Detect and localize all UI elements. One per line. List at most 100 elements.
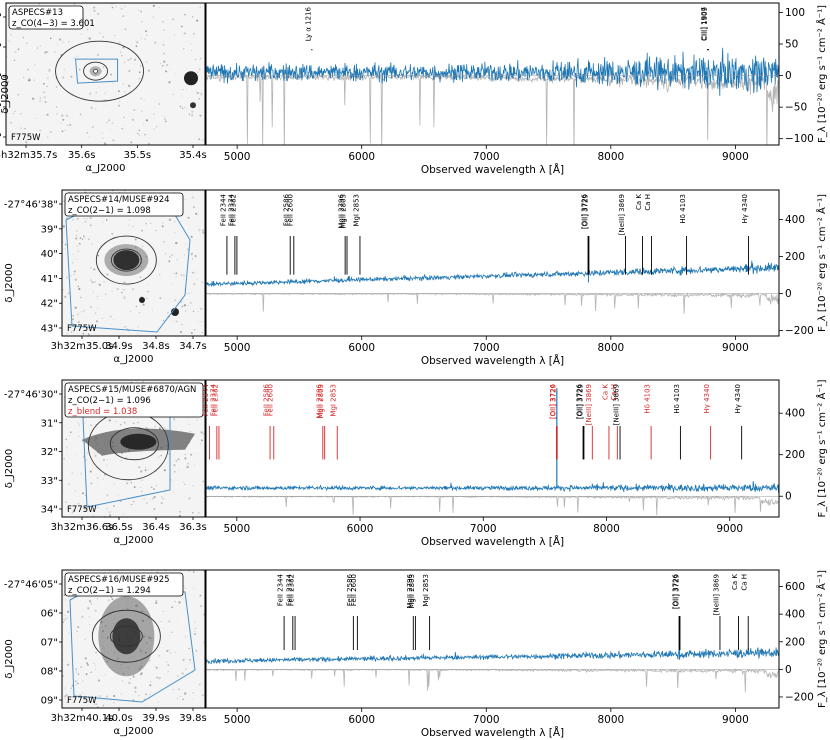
- noise-speck: [65, 694, 68, 697]
- noise-speck: [135, 305, 138, 308]
- noise-speck: [102, 458, 105, 461]
- noise-speck: [141, 490, 143, 493]
- noise-speck: [28, 77, 30, 80]
- noise-speck: [99, 31, 101, 34]
- y-tick-label: −200: [785, 691, 814, 703]
- noise-speck: [152, 4, 155, 8]
- noise-speck: [173, 221, 176, 223]
- noise-speck: [144, 38, 146, 40]
- noise-speck: [178, 601, 181, 604]
- noise-speck: [172, 320, 174, 322]
- noise-speck: [190, 114, 194, 117]
- noise-speck: [130, 310, 132, 312]
- noise-speck: [199, 57, 202, 60]
- noise-speck: [75, 668, 78, 671]
- noise-speck: [144, 651, 147, 654]
- noise-speck: [120, 664, 122, 666]
- noise-speck: [117, 657, 120, 659]
- line-marker-label: Ly α 1216: [304, 6, 312, 41]
- x-tick-label: 9000: [722, 714, 749, 726]
- noise-speck: [142, 303, 145, 306]
- noise-speck: [113, 318, 114, 320]
- noise-speck: [138, 71, 141, 74]
- line-marker-label: Ca K: [731, 574, 739, 590]
- dec-tick-label: 43": [41, 324, 58, 335]
- noise-speck: [200, 431, 203, 434]
- noise-speck: [173, 470, 176, 473]
- noise-speck: [139, 486, 141, 489]
- noise-speck: [86, 218, 88, 220]
- noise-speck: [187, 41, 189, 43]
- redshift-label: z_CO(2−1) = 1.294: [68, 586, 151, 596]
- noise-speck: [65, 617, 69, 620]
- noise-speck: [132, 500, 135, 503]
- noise-speck: [80, 665, 83, 669]
- noise-speck: [106, 507, 108, 510]
- y-tick-label: 400: [785, 214, 805, 226]
- filter-label: F775W: [67, 505, 97, 515]
- center-marker: [93, 68, 98, 74]
- noise-speck: [102, 704, 105, 707]
- noise-speck: [81, 615, 83, 617]
- noise-speck: [152, 113, 155, 116]
- noise-speck: [49, 37, 52, 40]
- noise-speck: [94, 668, 96, 670]
- noise-speck: [172, 688, 175, 691]
- neighbor-source: [139, 297, 145, 303]
- noise-speck: [82, 692, 84, 694]
- noise-speck: [199, 690, 202, 692]
- noise-speck: [84, 422, 86, 424]
- y-tick-label: 50: [785, 39, 798, 51]
- noise-speck: [138, 129, 140, 132]
- noise-speck: [150, 691, 152, 693]
- noise-speck: [172, 283, 174, 285]
- noise-speck: [117, 90, 120, 93]
- noise-speck: [192, 32, 195, 35]
- noise-speck: [188, 423, 191, 426]
- noise-speck: [82, 222, 84, 224]
- noise-speck: [193, 283, 196, 286]
- noise-speck: [183, 585, 185, 586]
- dec-tick-label: 40": [41, 249, 58, 260]
- noise-speck: [129, 492, 131, 495]
- noise-speck: [84, 220, 87, 223]
- noise-speck: [113, 694, 116, 698]
- noise-speck: [77, 285, 80, 288]
- noise-speck: [94, 626, 97, 628]
- noise-speck: [17, 48, 20, 51]
- x-tick-label: 7000: [473, 151, 500, 163]
- noise-speck: [81, 492, 85, 495]
- noise-speck: [126, 607, 129, 610]
- line-marker-label: MgII 2803: [408, 574, 416, 609]
- noise-speck: [111, 323, 113, 325]
- noise-speck: [130, 141, 133, 144]
- noise-speck: [156, 676, 159, 679]
- noise-speck: [189, 659, 191, 661]
- noise-speck: [25, 42, 29, 45]
- x-axis-label: Observed wavelength λ [Å]: [421, 535, 564, 548]
- noise-speck: [27, 68, 30, 71]
- line-marker-label: [OII] 3726: [581, 193, 589, 229]
- noise-speck: [159, 297, 162, 300]
- noise-speck: [146, 502, 148, 505]
- dec-tick-label: 09": [41, 696, 58, 707]
- noise-speck: [195, 453, 197, 455]
- noise-speck: [147, 636, 151, 639]
- noise-speck: [175, 241, 178, 245]
- flux-spectrum: [206, 646, 779, 665]
- noise-speck: [79, 288, 81, 290]
- line-marker-label: FeII 2344: [277, 573, 285, 606]
- noise-speck: [155, 601, 158, 605]
- noise-speck: [177, 698, 179, 700]
- noise-speck: [134, 238, 137, 241]
- noise-speck: [96, 295, 99, 298]
- noise-speck: [77, 321, 80, 324]
- y-axis-label: F_λ [10⁻²⁰ erg s⁻¹ cm⁻² Å⁻¹]: [815, 194, 828, 332]
- noise-speck: [80, 473, 82, 475]
- noise-speck: [123, 297, 126, 300]
- line-marker-label: MgII 2796: [406, 573, 414, 608]
- object-name: ASPECS#15/MUSE#6870/AGN: [68, 385, 196, 395]
- line-marker-label: [OII] 3726: [549, 383, 557, 419]
- ra-tick-label: 40.0s: [105, 713, 132, 724]
